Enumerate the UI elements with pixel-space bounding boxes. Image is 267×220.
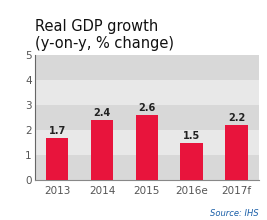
Text: Source: IHS: Source: IHS	[210, 209, 259, 218]
Bar	[91, 120, 113, 180]
Bar	[136, 115, 158, 180]
Bar	[35, 80, 259, 105]
Bar	[46, 138, 68, 180]
Bar	[225, 125, 248, 180]
Text: 2.6: 2.6	[138, 103, 155, 114]
Bar	[180, 143, 203, 180]
Text: 2.2: 2.2	[228, 114, 245, 123]
Bar	[35, 130, 259, 155]
Text: 2.4: 2.4	[93, 108, 111, 118]
Text: Real GDP growth
(y-on-y, % change): Real GDP growth (y-on-y, % change)	[35, 19, 174, 51]
Text: 1.5: 1.5	[183, 131, 200, 141]
Text: 1.7: 1.7	[49, 126, 66, 136]
